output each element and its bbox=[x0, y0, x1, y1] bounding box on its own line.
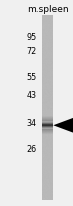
Text: m.spleen: m.spleen bbox=[27, 5, 68, 14]
Text: 34: 34 bbox=[26, 118, 36, 127]
Text: 72: 72 bbox=[26, 47, 36, 56]
Text: 95: 95 bbox=[26, 33, 36, 42]
Text: 55: 55 bbox=[26, 73, 36, 82]
Text: 26: 26 bbox=[26, 144, 36, 153]
Polygon shape bbox=[53, 118, 73, 133]
Text: 43: 43 bbox=[26, 90, 36, 99]
